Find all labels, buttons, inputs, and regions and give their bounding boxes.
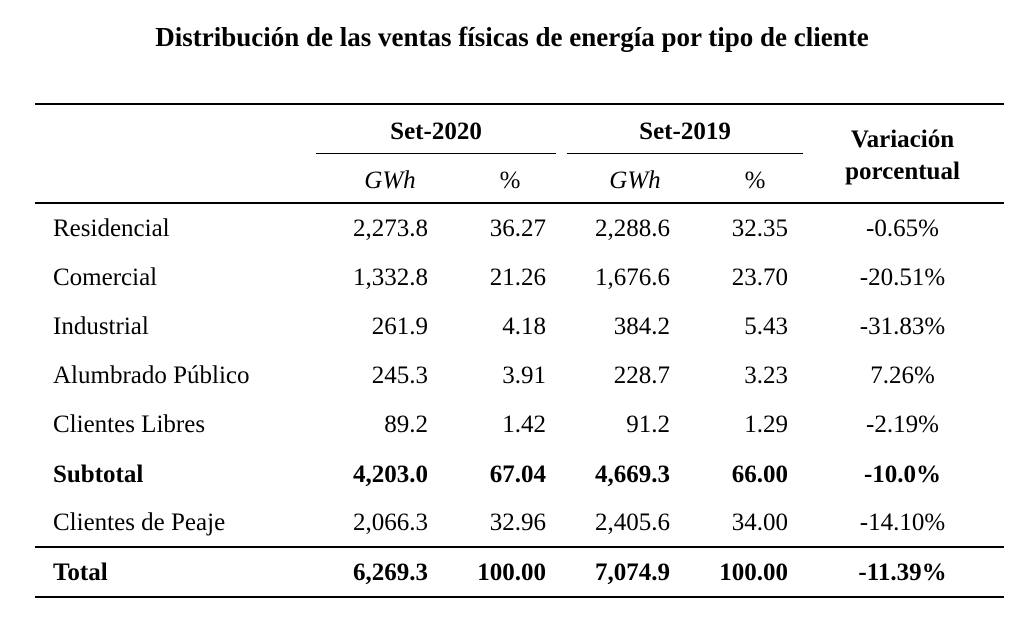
row-variation: -31.83% (859, 313, 946, 340)
row-pct-2020: 21.26 (489, 264, 546, 291)
row-variation: -10.0% (863, 461, 942, 488)
row-pct-2019: 1.29 (744, 411, 788, 438)
row-pct-2020: 32.96 (489, 509, 546, 536)
row-gwh-2020: 261.9 (371, 313, 428, 340)
row-pct-2020: 3.91 (502, 362, 546, 389)
row-pct-2020: 4.18 (502, 313, 546, 340)
row-gwh-2020: 2,066.3 (353, 509, 428, 536)
header-pct-2019: % (744, 167, 766, 194)
row-pct-2020: 100.00 (477, 559, 546, 586)
row-label: Clientes de Peaje (53, 509, 226, 536)
table-title: Distribución de las ventas físicas de en… (155, 22, 869, 52)
top-rule (35, 103, 1004, 105)
row-variation: -11.39% (858, 559, 947, 586)
header-variation-line1: Variación (850, 126, 955, 153)
set2019-underline (567, 153, 803, 154)
row-variation: 7.26% (870, 362, 935, 389)
row-gwh-2020: 2,273.8 (353, 215, 428, 242)
row-pct-2019: 100.00 (719, 559, 788, 586)
row-label: Comercial (53, 264, 158, 291)
row-label: Industrial (53, 313, 149, 340)
row-pct-2019: 5.43 (744, 313, 788, 340)
row-gwh-2019: 1,676.6 (595, 264, 670, 291)
row-variation: -20.51% (859, 264, 946, 291)
row-gwh-2020: 4,203.0 (353, 461, 428, 488)
header-set2019: Set-2019 (639, 118, 731, 145)
row-pct-2019: 34.00 (731, 509, 788, 536)
row-variation: -14.10% (859, 509, 946, 536)
row-label: Alumbrado Público (53, 362, 250, 389)
row-variation: -2.19% (866, 411, 939, 438)
row-label: Total (53, 559, 108, 586)
row-pct-2020: 36.27 (489, 215, 546, 242)
bottom-rule (35, 596, 1004, 598)
row-gwh-2020: 89.2 (384, 411, 428, 438)
header-bottom-rule (35, 202, 1004, 204)
row-gwh-2019: 91.2 (626, 411, 670, 438)
row-gwh-2019: 4,669.3 (595, 461, 670, 488)
row-gwh-2019: 2,288.6 (595, 215, 670, 242)
row-pct-2019: 32.35 (731, 215, 788, 242)
row-label: Subtotal (53, 461, 144, 488)
row-label: Clientes Libres (53, 411, 206, 438)
row-pct-2020: 67.04 (489, 461, 546, 488)
row-gwh-2019: 228.7 (613, 362, 670, 389)
header-set2020: Set-2020 (390, 118, 482, 145)
row-gwh-2020: 6,269.3 (353, 559, 428, 586)
row-pct-2020: 1.42 (502, 411, 546, 438)
set2020-underline (316, 153, 556, 154)
row-pct-2019: 3.23 (744, 362, 788, 389)
header-gwh-2019: GWh (609, 167, 661, 194)
row-variation: -0.65% (866, 215, 939, 242)
row-gwh-2019: 384.2 (613, 313, 670, 340)
row-pct-2019: 23.70 (731, 264, 788, 291)
total-separator-rule (35, 546, 1004, 548)
row-gwh-2020: 245.3 (371, 362, 428, 389)
header-pct-2020: % (499, 167, 521, 194)
row-gwh-2019: 7,074.9 (595, 559, 670, 586)
row-pct-2019: 66.00 (731, 461, 788, 488)
header-gwh-2020: GWh (364, 167, 416, 194)
row-gwh-2020: 1,332.8 (353, 264, 428, 291)
row-label: Residencial (53, 215, 170, 242)
header-variation-line2: porcentual (845, 158, 960, 185)
row-gwh-2019: 2,405.6 (595, 509, 670, 536)
